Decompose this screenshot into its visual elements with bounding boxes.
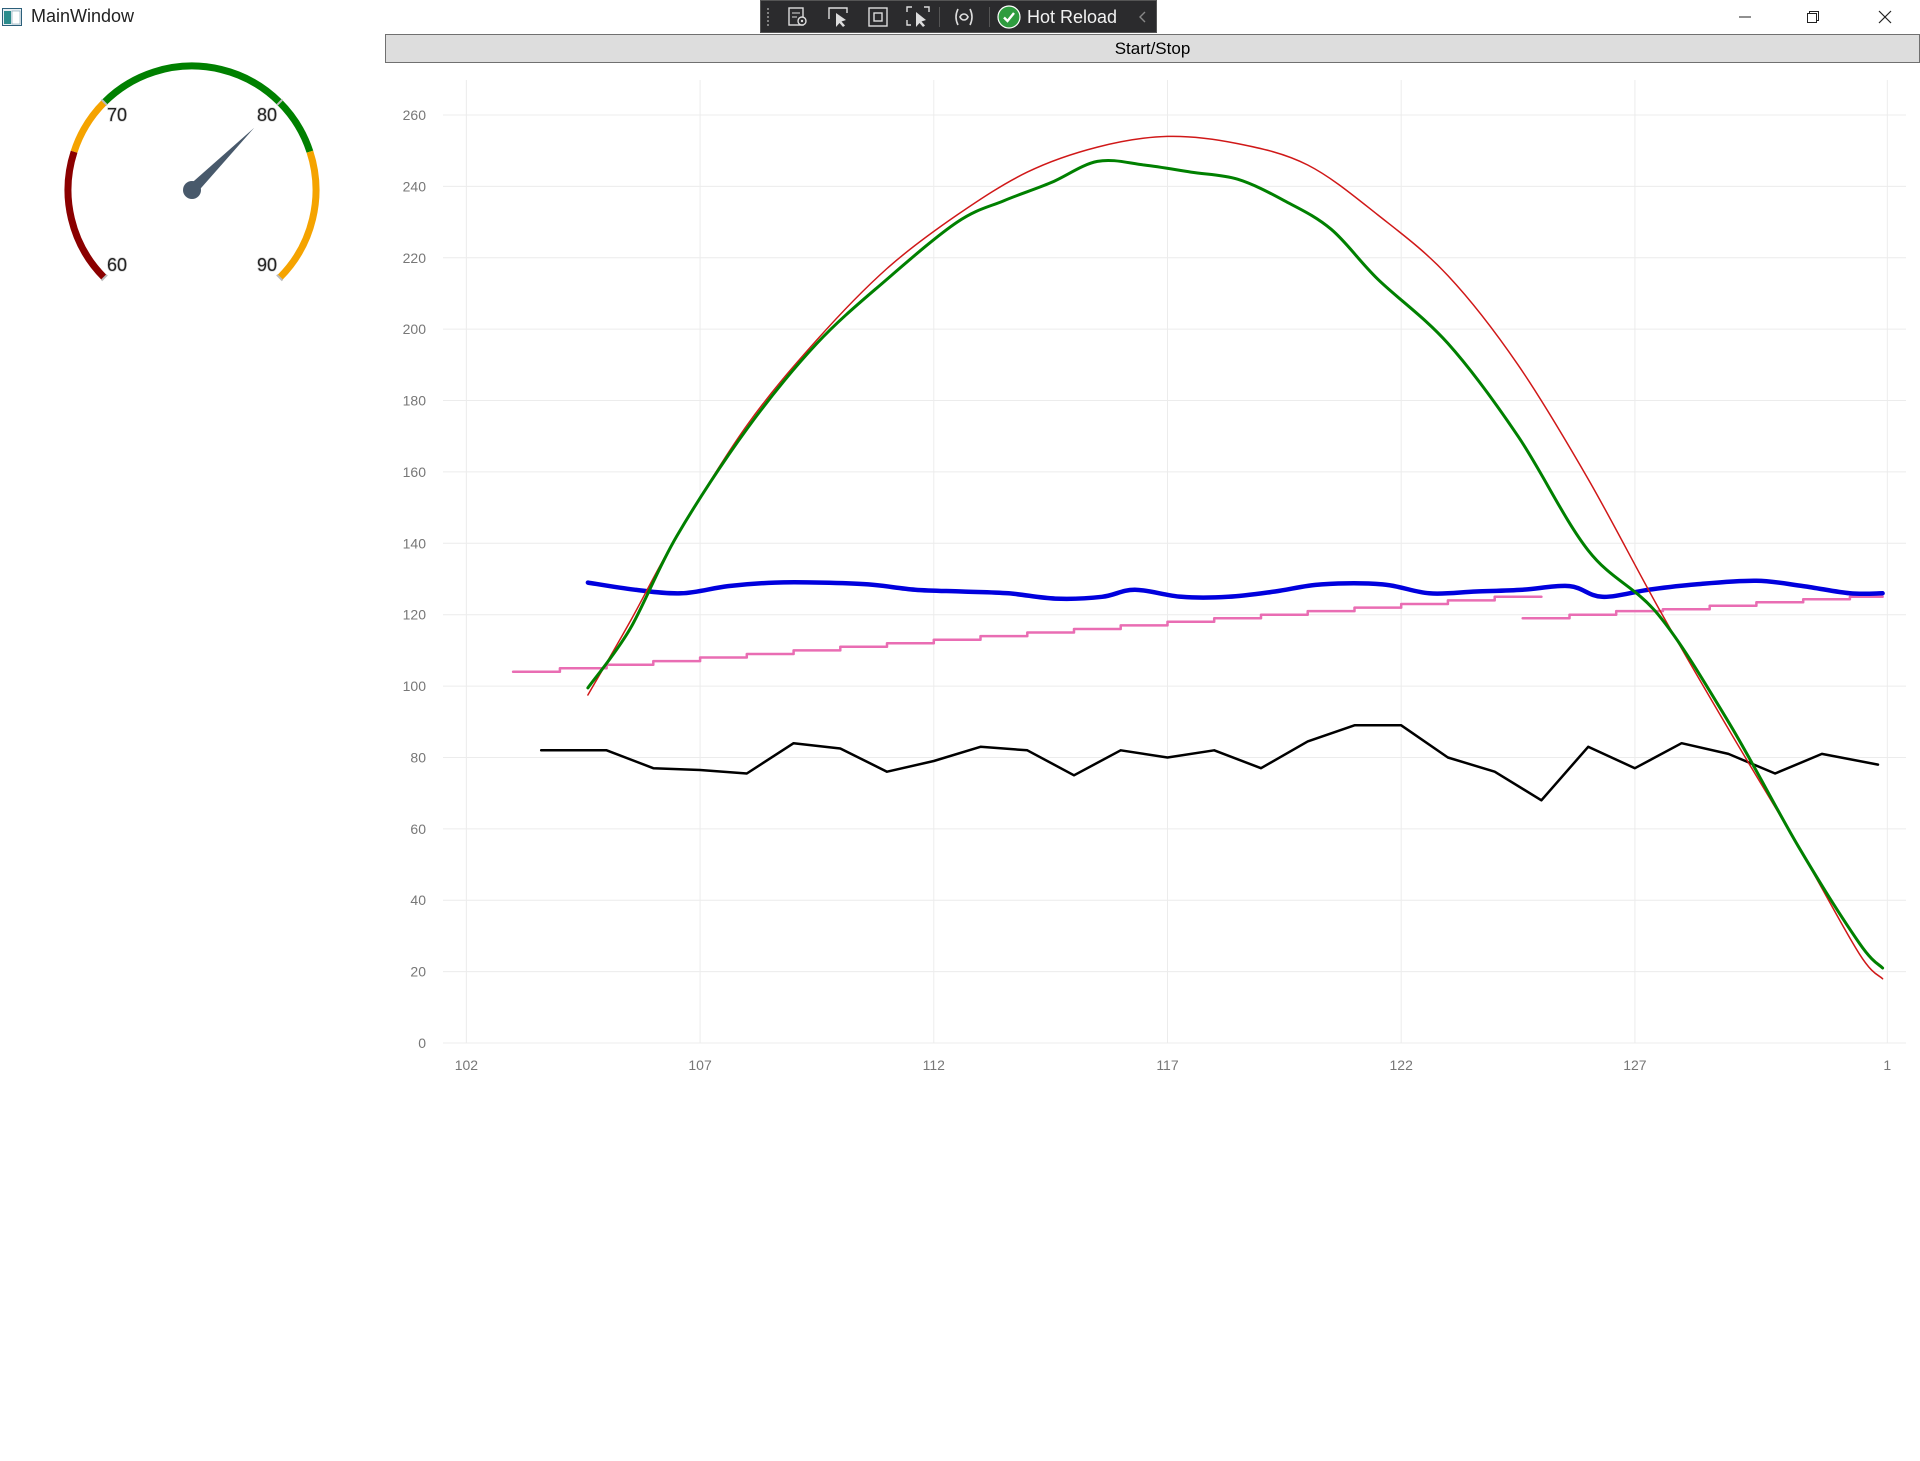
y-tick-label: 220 xyxy=(403,250,427,266)
gauge-tick xyxy=(276,274,284,282)
x-tick-label: 122 xyxy=(1390,1057,1414,1073)
display-layout-adorners-button[interactable] xyxy=(863,4,893,30)
collapse-toolbar-button[interactable] xyxy=(1133,4,1153,30)
y-tick-label: 180 xyxy=(403,393,427,409)
x-tick-label: 112 xyxy=(923,1057,946,1073)
maximize-icon xyxy=(1807,11,1819,23)
x-tick-label: 127 xyxy=(1623,1057,1647,1073)
y-tick-label: 140 xyxy=(403,535,427,551)
y-tick-label: 0 xyxy=(418,1035,426,1051)
checkmark-circle-icon xyxy=(997,5,1021,29)
track-focused-element-icon xyxy=(906,6,930,27)
binding-failures-icon xyxy=(955,8,973,26)
y-tick-label: 120 xyxy=(403,607,427,623)
gauge: 60 70 80 90 xyxy=(64,62,320,282)
toolbar-grip[interactable] xyxy=(766,7,770,27)
series-line-4 xyxy=(1521,595,1884,620)
gauge-needle-hub xyxy=(183,181,201,199)
toolbar-separator xyxy=(939,7,940,27)
gauge-band xyxy=(277,150,320,281)
gauge-needle xyxy=(188,127,255,194)
x-tick-label: 107 xyxy=(688,1057,712,1073)
gauge-tick xyxy=(276,98,284,106)
gauge-band xyxy=(70,99,107,153)
y-tick-label: 20 xyxy=(410,964,426,980)
binding-failures-button[interactable] xyxy=(949,4,979,30)
x-tick-label: 1 xyxy=(1883,1057,1891,1073)
x-tick-label: 102 xyxy=(455,1057,479,1073)
gauge-band xyxy=(64,150,107,281)
gauge-band xyxy=(101,62,314,153)
series-line-1 xyxy=(586,158,1885,970)
minimize-button[interactable] xyxy=(1710,0,1780,34)
x-tick-label: 117 xyxy=(1156,1057,1179,1073)
select-pointer-button[interactable] xyxy=(823,4,853,30)
series-line-2 xyxy=(585,578,1885,602)
gauge-tick-label: 60 xyxy=(107,255,127,275)
gauge-tick-label: 90 xyxy=(257,255,277,275)
gauge-tick-label: 70 xyxy=(107,105,127,125)
start-stop-button[interactable]: Start/Stop xyxy=(385,34,1920,63)
wpf-window-icon xyxy=(2,8,22,26)
select-element-button[interactable] xyxy=(783,4,813,30)
close-icon xyxy=(1878,10,1892,24)
xaml-runtime-toolbar: Hot Reload xyxy=(760,0,1157,33)
y-tick-label: 200 xyxy=(403,321,427,337)
y-tick-label: 240 xyxy=(403,178,427,194)
toolbar-separator xyxy=(989,7,990,27)
hot-reload-label: Hot Reload xyxy=(1027,6,1118,27)
minimize-icon xyxy=(1739,16,1751,18)
gauge-tick xyxy=(100,98,108,106)
line-chart: 0 20 40 60 80 100 120 140 160 180 200 220 240 260 102 1… xyxy=(403,80,1906,1073)
hot-reload-status[interactable]: Hot Reload xyxy=(997,4,1117,30)
window-title: MainWindow xyxy=(31,6,135,26)
display-layout-adorners-icon xyxy=(868,7,888,27)
chart-grid xyxy=(443,80,1906,1044)
y-tick-label: 160 xyxy=(403,464,427,480)
maximize-button[interactable] xyxy=(1778,0,1848,34)
y-tick-label: 40 xyxy=(410,892,426,908)
select-element-icon xyxy=(788,7,807,26)
y-tick-label: 260 xyxy=(403,107,427,123)
close-button[interactable] xyxy=(1850,0,1920,34)
gauge-tick-label: 80 xyxy=(257,105,277,125)
chevron-left-icon xyxy=(1139,11,1146,23)
y-tick-label: 60 xyxy=(410,821,426,837)
gauge-tick xyxy=(100,274,108,282)
series-line-0 xyxy=(587,135,1884,980)
y-tick-label: 80 xyxy=(410,749,426,765)
series-line-3 xyxy=(511,595,1543,674)
select-pointer-icon xyxy=(828,7,848,27)
track-focused-element-button[interactable] xyxy=(903,4,933,30)
series-line-5 xyxy=(539,724,1880,802)
y-tick-label: 100 xyxy=(403,678,427,694)
